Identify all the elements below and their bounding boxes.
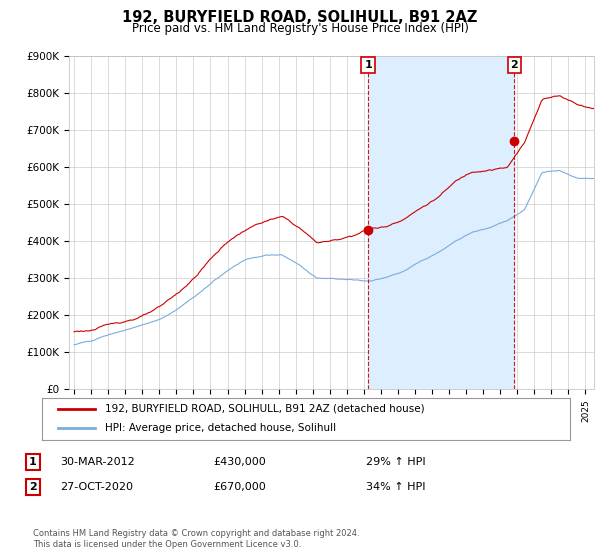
Text: 192, BURYFIELD ROAD, SOLIHULL, B91 2AZ (detached house): 192, BURYFIELD ROAD, SOLIHULL, B91 2AZ (…	[106, 404, 425, 414]
Text: 30-MAR-2012: 30-MAR-2012	[60, 457, 135, 467]
Text: Price paid vs. HM Land Registry's House Price Index (HPI): Price paid vs. HM Land Registry's House …	[131, 22, 469, 35]
Text: 2: 2	[29, 482, 37, 492]
Text: 27-OCT-2020: 27-OCT-2020	[60, 482, 133, 492]
Text: 2: 2	[511, 60, 518, 70]
Text: 192, BURYFIELD ROAD, SOLIHULL, B91 2AZ: 192, BURYFIELD ROAD, SOLIHULL, B91 2AZ	[122, 10, 478, 25]
Text: 1: 1	[364, 60, 372, 70]
Text: £670,000: £670,000	[213, 482, 266, 492]
Text: Contains HM Land Registry data © Crown copyright and database right 2024.
This d: Contains HM Land Registry data © Crown c…	[33, 529, 359, 549]
Text: 34% ↑ HPI: 34% ↑ HPI	[366, 482, 425, 492]
Text: £430,000: £430,000	[213, 457, 266, 467]
Text: 29% ↑ HPI: 29% ↑ HPI	[366, 457, 425, 467]
Text: HPI: Average price, detached house, Solihull: HPI: Average price, detached house, Soli…	[106, 423, 337, 433]
Bar	[368, 56, 514, 389]
Text: 1: 1	[29, 457, 37, 467]
